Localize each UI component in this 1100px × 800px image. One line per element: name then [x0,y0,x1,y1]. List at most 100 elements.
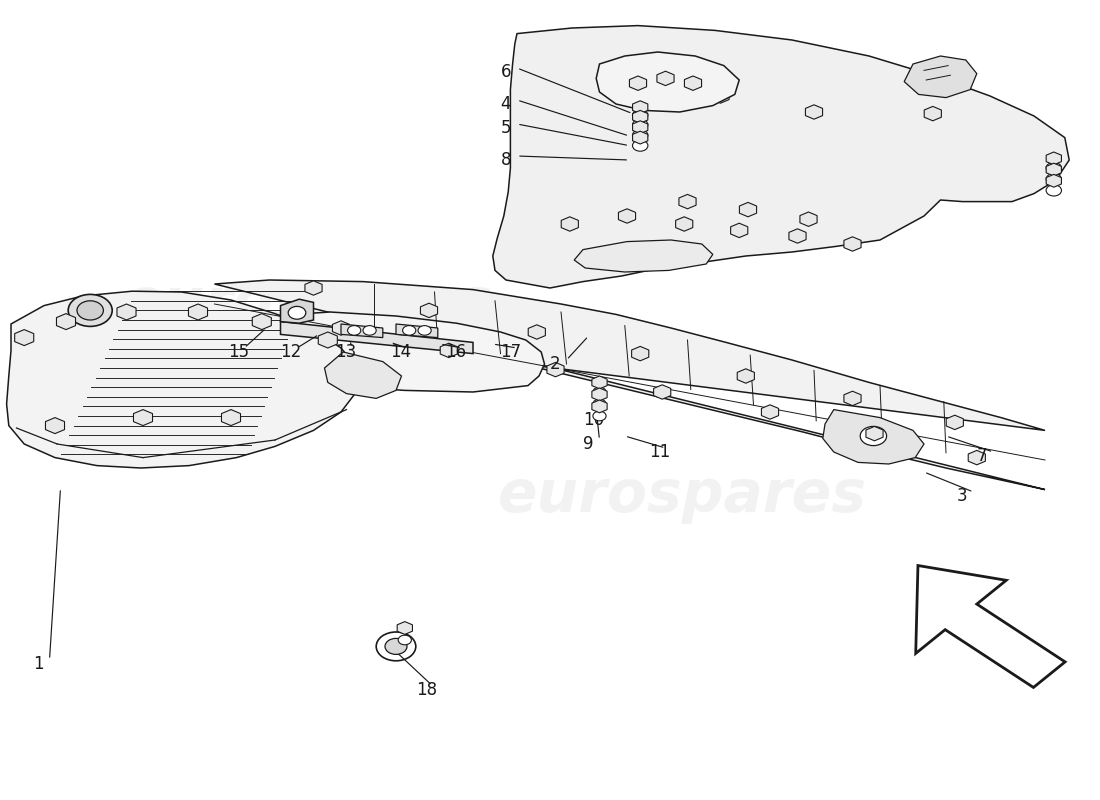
Text: 2: 2 [550,355,561,373]
Circle shape [593,399,606,409]
Polygon shape [592,376,607,389]
Text: 8: 8 [500,151,512,169]
Polygon shape [221,410,241,426]
Polygon shape [712,89,729,103]
Polygon shape [924,106,942,121]
Text: eurospares: eurospares [497,467,867,525]
Polygon shape [730,223,748,238]
Polygon shape [904,56,977,98]
Text: 6: 6 [500,63,512,81]
Polygon shape [800,212,817,226]
Polygon shape [305,281,322,295]
Polygon shape [946,415,964,430]
Circle shape [376,632,416,661]
Polygon shape [214,312,544,392]
Text: 9: 9 [583,435,594,453]
Polygon shape [866,426,883,441]
Circle shape [593,411,606,421]
Polygon shape [805,105,823,119]
Circle shape [403,326,416,335]
Polygon shape [252,314,272,330]
Polygon shape [632,121,648,134]
Polygon shape [133,410,153,426]
Text: 18: 18 [416,681,437,698]
Text: 7: 7 [977,447,988,465]
Polygon shape [574,240,713,272]
Circle shape [632,110,648,121]
Polygon shape [7,291,358,468]
Polygon shape [56,314,76,330]
Polygon shape [632,131,648,144]
Polygon shape [1046,174,1062,187]
Circle shape [398,635,411,645]
Polygon shape [596,52,739,112]
Text: 5: 5 [500,119,512,137]
Polygon shape [631,346,649,361]
Polygon shape [280,299,314,323]
Polygon shape [761,405,779,419]
Polygon shape [214,280,1045,490]
Polygon shape [737,369,755,383]
Polygon shape [618,209,636,223]
Circle shape [593,387,606,397]
Polygon shape [844,237,861,251]
Polygon shape [629,76,647,90]
Text: 1: 1 [33,655,44,673]
Circle shape [632,130,648,141]
Polygon shape [396,324,438,338]
Polygon shape [324,352,402,398]
Polygon shape [915,566,1065,687]
Polygon shape [684,76,702,90]
Text: 13: 13 [336,343,356,361]
Polygon shape [1046,163,1062,176]
Polygon shape [547,362,564,377]
Text: 16: 16 [446,343,466,361]
Circle shape [77,301,103,320]
Text: 15: 15 [228,343,249,361]
Circle shape [632,140,648,151]
Circle shape [418,326,431,335]
Circle shape [385,638,407,654]
Text: 12: 12 [280,343,301,361]
Circle shape [288,306,306,319]
Polygon shape [632,101,648,114]
Text: 4: 4 [500,95,512,113]
Polygon shape [844,391,861,406]
Text: eurospares: eurospares [123,275,493,333]
Circle shape [1046,162,1062,174]
Polygon shape [789,229,806,243]
Circle shape [860,426,887,446]
Circle shape [348,326,361,335]
Polygon shape [679,194,696,209]
Polygon shape [1046,152,1062,165]
Circle shape [632,119,648,130]
Polygon shape [675,217,693,231]
Polygon shape [592,388,607,401]
Polygon shape [117,304,136,320]
Text: 3: 3 [957,487,968,505]
Polygon shape [14,330,34,346]
Circle shape [363,326,376,335]
Polygon shape [341,324,383,338]
Circle shape [1046,174,1062,185]
Polygon shape [528,325,546,339]
Polygon shape [420,303,438,318]
Circle shape [68,294,112,326]
Text: 17: 17 [500,343,521,361]
Polygon shape [318,332,338,348]
Circle shape [1046,185,1062,196]
Polygon shape [397,622,412,634]
Polygon shape [45,418,65,434]
Text: 14: 14 [390,343,411,361]
Text: 11: 11 [649,443,670,461]
Polygon shape [440,343,458,358]
Polygon shape [561,217,579,231]
Polygon shape [332,321,350,335]
Polygon shape [592,400,607,413]
Polygon shape [188,304,208,320]
Polygon shape [653,385,671,399]
Polygon shape [657,71,674,86]
Polygon shape [739,202,757,217]
Text: 10: 10 [583,411,604,429]
Polygon shape [493,26,1069,288]
